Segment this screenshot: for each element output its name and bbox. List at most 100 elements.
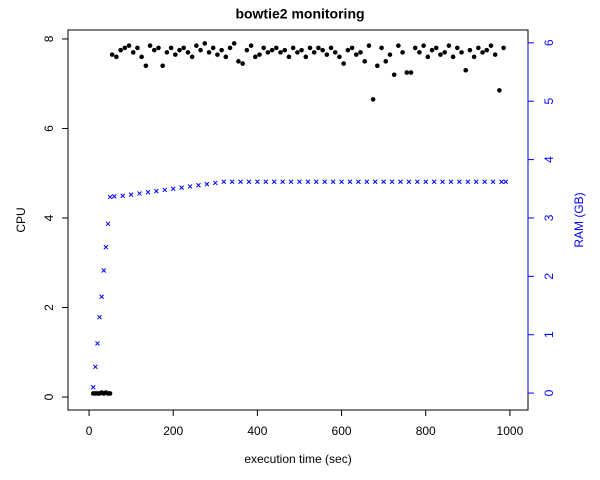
ram-point	[457, 179, 462, 185]
cpu-point	[454, 45, 460, 51]
x-tick-label: 400	[247, 424, 267, 438]
ram-point	[101, 268, 107, 273]
cpu-point	[328, 45, 334, 51]
ram-point	[313, 179, 319, 185]
cpu-point	[345, 47, 351, 53]
ram-point	[238, 179, 243, 185]
cpu-point	[185, 50, 191, 55]
cpu-point	[341, 61, 346, 66]
ram-point	[406, 179, 412, 185]
cpu-point	[446, 43, 452, 48]
x-tick-label: 200	[163, 424, 183, 438]
cpu-point	[299, 47, 304, 53]
cpu-point	[118, 47, 123, 53]
cpu-point	[210, 45, 216, 51]
ram-point	[154, 188, 159, 194]
y-tick-label: 0	[42, 393, 56, 400]
cpu-point	[375, 63, 380, 69]
ram-point	[503, 179, 509, 185]
ram-point	[97, 314, 102, 320]
x-tick-label: 0	[86, 424, 93, 438]
ram-point	[179, 185, 184, 190]
y-tick-label: 6	[42, 125, 56, 132]
ram-point	[347, 179, 353, 185]
ram-point	[364, 179, 370, 185]
chart-title: bowtie2 monitoring	[235, 6, 364, 22]
ram-point	[381, 179, 386, 185]
cpu-point	[417, 50, 422, 55]
cpu-point	[438, 52, 443, 57]
cpu-point	[202, 41, 208, 46]
ram-point	[103, 244, 109, 250]
x-tick-label: 1000	[497, 424, 524, 438]
ram-point	[322, 179, 328, 185]
cpu-point	[459, 50, 464, 55]
cpu-point	[379, 45, 384, 51]
ram-point	[221, 179, 227, 185]
cpu-point	[362, 59, 368, 64]
cpu-point	[467, 47, 473, 53]
ram-point	[499, 179, 504, 185]
cpu-point	[198, 47, 203, 53]
cpu-point	[303, 54, 309, 60]
cpu-point	[358, 50, 363, 55]
cpu-point	[143, 63, 149, 69]
cpu-point	[135, 45, 140, 51]
ram-point	[389, 179, 395, 185]
cpu-point	[370, 97, 376, 102]
cpu-point	[219, 47, 224, 53]
cpu-point	[421, 43, 426, 48]
cpu-point	[476, 45, 481, 51]
cpu-point	[349, 45, 355, 51]
cpu-point	[147, 43, 153, 48]
cpu-point	[122, 45, 128, 51]
ram-point	[473, 179, 479, 185]
ram-point	[128, 192, 134, 197]
ram-point	[297, 179, 302, 185]
ram-point	[229, 179, 235, 185]
ram-point	[111, 194, 117, 199]
cpu-point	[295, 50, 300, 55]
cpu-point	[126, 43, 132, 48]
ram-point	[196, 182, 201, 188]
y2-tick-label: 2	[542, 273, 556, 280]
ram-point	[204, 181, 210, 187]
y-axis-label: CPU	[14, 207, 28, 232]
cpu-point	[332, 50, 338, 55]
cpu-point	[429, 47, 435, 53]
cpu-point	[160, 63, 165, 69]
cpu-point	[484, 47, 490, 53]
cpu-point	[286, 54, 292, 60]
y2-tick-label: 6	[542, 39, 556, 46]
cpu-point	[236, 59, 241, 64]
cpu-point	[282, 47, 288, 53]
cpu-point	[501, 45, 506, 51]
cpu-point	[316, 45, 321, 51]
cpu-point	[114, 54, 119, 60]
cpu-point	[492, 52, 498, 57]
ram-point	[448, 179, 454, 185]
cpu-point	[324, 52, 330, 57]
cpu-point	[396, 43, 401, 48]
cpu-point	[265, 50, 271, 55]
cpu-point	[257, 52, 262, 57]
cpu-point	[223, 54, 229, 60]
cpu-point	[206, 50, 212, 55]
cpu-point	[107, 391, 113, 396]
y2-tick-label: 5	[542, 98, 556, 105]
cpu-point	[130, 50, 136, 55]
y-tick-label: 8	[42, 35, 56, 42]
cpu-point	[383, 59, 389, 64]
cpu-point	[215, 52, 220, 57]
cpu-point	[471, 54, 477, 60]
ram-point	[305, 179, 311, 185]
cpu-point	[164, 50, 170, 55]
cpu-point	[278, 50, 283, 55]
cpu-point	[400, 50, 405, 55]
cpu-point	[261, 45, 266, 51]
cpu-point	[109, 52, 115, 57]
y-tick-label: 2	[42, 304, 56, 311]
cpu-point	[274, 45, 279, 51]
cpu-point	[290, 45, 296, 51]
